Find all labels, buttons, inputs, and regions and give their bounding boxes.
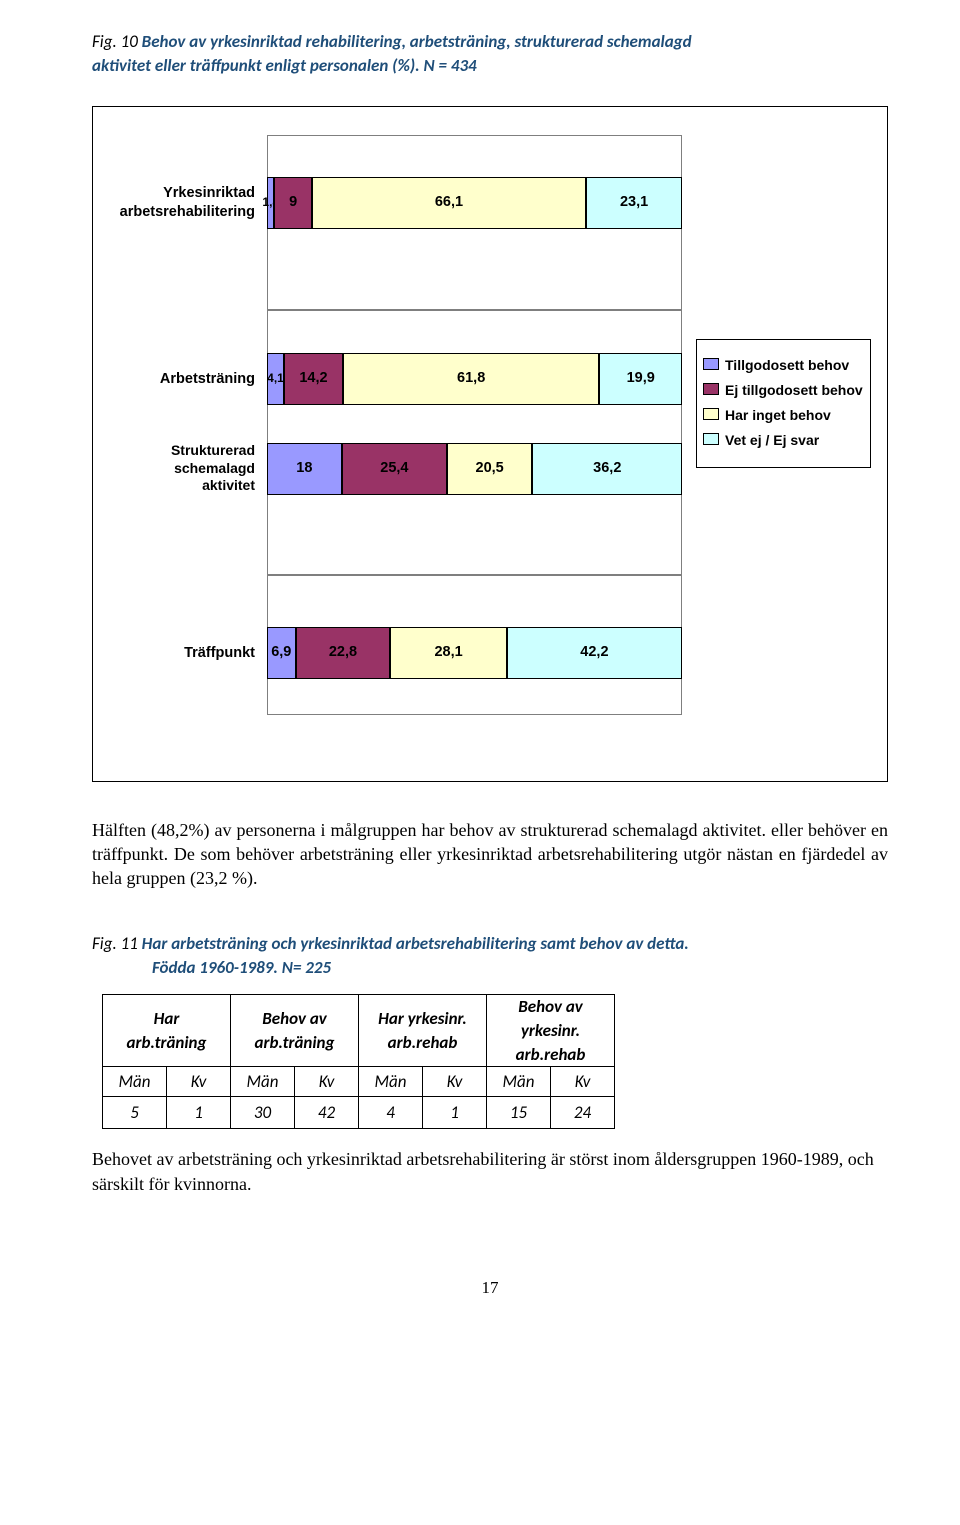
bar-segment: 14,2 (284, 353, 343, 405)
table-sub-header: Kv (167, 1067, 231, 1097)
table-cell: 24 (551, 1097, 615, 1129)
fig10-title-line2: aktivitet eller träffpunkt enligt person… (92, 55, 477, 76)
bar-segment: 9 (274, 177, 311, 229)
legend-label: Har inget behov (725, 407, 831, 423)
body-paragraph-1: Hälften (48,2%) av personerna i målgrupp… (92, 818, 888, 891)
table-group-header: Behov av arb.träning (231, 995, 359, 1067)
bar-category-label: Träffpunkt (107, 613, 261, 693)
bar-segment: 23,1 (586, 177, 682, 229)
table-cell: 42 (295, 1097, 359, 1129)
table-group-header: Har arb.träning (103, 995, 231, 1067)
bar-category-label: Yrkesinriktad arbetsrehabilitering (107, 163, 261, 243)
table-sub-header: Kv (551, 1067, 615, 1097)
legend-label: Ej tillgodosett behov (725, 382, 863, 398)
fig11-title-line1: Har arbetsträning och yrkesinriktad arbe… (142, 933, 689, 954)
table-cell: 30 (231, 1097, 295, 1129)
table-sub-header: Män (359, 1067, 423, 1097)
bar-row: Yrkesinriktad arbetsrehabilitering1,8966… (107, 163, 873, 243)
bar-segment: 19,9 (599, 353, 682, 405)
fig11-title-line2: Födda 1960-1989. N= 225 (92, 956, 888, 980)
fig10-prefix: Fig. 10 (92, 31, 142, 52)
table-cell: 15 (487, 1097, 551, 1129)
table-cell: 1 (167, 1097, 231, 1129)
bar-segment: 22,8 (296, 627, 391, 679)
bar-category-label: Arbetsträning (107, 339, 261, 419)
bar-segment: 20,5 (447, 443, 532, 495)
bar-segment: 36,2 (532, 443, 682, 495)
table-cell: 4 (359, 1097, 423, 1129)
table-cell: 1 (423, 1097, 487, 1129)
legend-label: Vet ej / Ej svar (725, 432, 819, 448)
bar-track: 1,8966,123,1 (267, 177, 682, 229)
fig10-title-line1: Behov av yrkesinriktad rehabilitering, a… (142, 31, 692, 52)
bar-segment: 61,8 (343, 353, 599, 405)
table-sub-header: Kv (423, 1067, 487, 1097)
fig11-heading: Fig. 11 Har arbetsträning och yrkesinrik… (92, 932, 888, 980)
legend-swatch (703, 358, 719, 370)
fig11-prefix: Fig. 11 (92, 933, 142, 954)
bar-segment: 25,4 (342, 443, 447, 495)
bar-category-label: Strukturerad schemalagd aktivitet (107, 429, 261, 509)
bar-segment: 42,2 (507, 627, 682, 679)
fig11-table: Har arb.träningBehov av arb.träningHar y… (102, 994, 615, 1129)
bar-segment: 4,1 (267, 353, 284, 405)
chart-legend: Tillgodosett behov Ej tillgodosett behov… (696, 339, 871, 468)
bar-segment: 18 (267, 443, 342, 495)
bar-segment: 1,8 (267, 177, 274, 229)
table-sub-header: Män (103, 1067, 167, 1097)
table-group-header: Behov av yrkesinr. arb.rehab (487, 995, 615, 1067)
fig10-heading: Fig. 10 Behov av yrkesinriktad rehabilit… (92, 30, 888, 78)
table-cell: 5 (103, 1097, 167, 1129)
bar-segment: 6,9 (267, 627, 296, 679)
table-group-header: Har yrkesinr. arb.rehab (359, 995, 487, 1067)
legend-swatch (703, 433, 719, 445)
page-number: 17 (92, 1276, 888, 1300)
bar-segment: 66,1 (312, 177, 586, 229)
legend-label: Tillgodosett behov (725, 357, 849, 373)
fig10-chart: Yrkesinriktad arbetsrehabilitering1,8966… (92, 106, 888, 782)
legend-swatch (703, 383, 719, 395)
bar-track: 4,114,261,819,9 (267, 353, 682, 405)
bar-track: 6,922,828,142,2 (267, 627, 682, 679)
body-paragraph-2: Behovet av arbetsträning och yrkesinrikt… (92, 1147, 888, 1196)
legend-swatch (703, 408, 719, 420)
bar-row: Träffpunkt6,922,828,142,2 (107, 613, 873, 693)
table-sub-header: Kv (295, 1067, 359, 1097)
bar-track: 1825,420,536,2 (267, 443, 682, 495)
table-sub-header: Män (231, 1067, 295, 1097)
table-sub-header: Män (487, 1067, 551, 1097)
bar-segment: 28,1 (390, 627, 507, 679)
